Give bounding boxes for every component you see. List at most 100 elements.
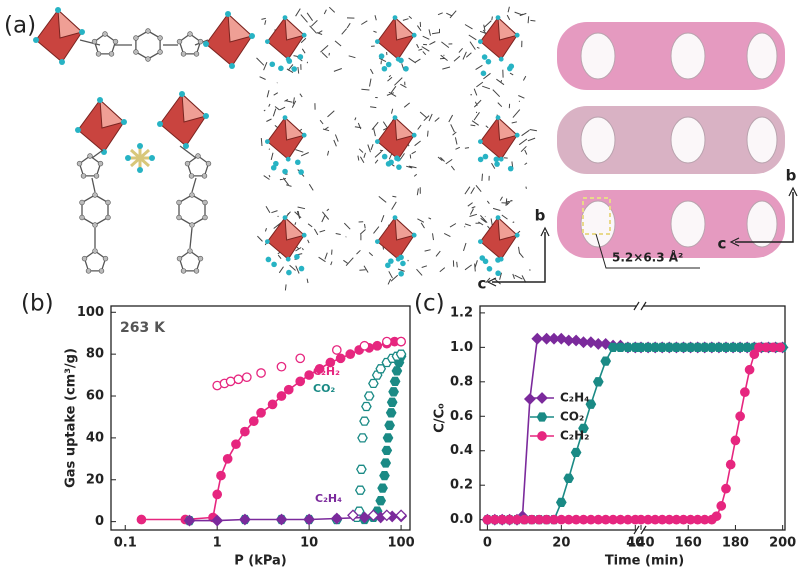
atom bbox=[282, 115, 288, 120]
legend-label: CO₂ bbox=[560, 410, 584, 424]
marker bbox=[267, 399, 278, 410]
legend-label: C₂H₂ bbox=[560, 429, 589, 443]
axis-break-gap bbox=[637, 527, 643, 533]
y-tick-label: 1.0 bbox=[450, 340, 473, 355]
structures bbox=[33, 6, 537, 291]
marker bbox=[735, 411, 745, 422]
atom bbox=[98, 268, 105, 274]
marker bbox=[663, 342, 675, 352]
atom bbox=[121, 119, 127, 125]
marker bbox=[642, 342, 654, 352]
marker bbox=[734, 342, 746, 352]
marker bbox=[531, 332, 544, 345]
bond bbox=[79, 39, 101, 46]
series-label: C₂H₄ bbox=[315, 492, 342, 505]
marker bbox=[384, 420, 395, 430]
marker bbox=[578, 423, 589, 433]
atom bbox=[133, 49, 139, 55]
atom bbox=[396, 164, 402, 170]
x-tick-label: 40 bbox=[626, 536, 644, 551]
marker bbox=[389, 376, 401, 386]
marker bbox=[359, 340, 370, 351]
atom bbox=[145, 56, 151, 62]
atom bbox=[392, 215, 398, 221]
atom bbox=[188, 173, 195, 179]
marker bbox=[671, 342, 682, 352]
atom bbox=[91, 38, 98, 45]
y-tick-label: 0 bbox=[95, 514, 104, 529]
marker bbox=[396, 336, 406, 347]
y-tick-label: 0.8 bbox=[450, 374, 473, 389]
atom bbox=[229, 63, 235, 69]
marker bbox=[211, 514, 224, 527]
atom bbox=[498, 156, 504, 162]
legend-marker bbox=[536, 392, 548, 404]
marker bbox=[216, 470, 226, 481]
atom bbox=[201, 173, 208, 179]
x-tick-label: 1 bbox=[213, 536, 222, 551]
pore-holes bbox=[580, 32, 778, 248]
atom bbox=[375, 39, 380, 44]
atom bbox=[97, 160, 104, 167]
marker bbox=[314, 363, 325, 374]
atom bbox=[514, 232, 520, 238]
atom bbox=[495, 15, 501, 20]
atom bbox=[514, 32, 520, 38]
atom bbox=[249, 33, 255, 39]
marker bbox=[295, 376, 306, 387]
marker bbox=[713, 342, 725, 352]
atom bbox=[385, 262, 391, 269]
octahedron-face bbox=[497, 216, 519, 241]
atom bbox=[93, 173, 100, 179]
marker bbox=[295, 353, 306, 364]
atom bbox=[179, 91, 185, 97]
ring bbox=[78, 155, 102, 177]
panel-label: (c) bbox=[414, 291, 445, 317]
annotation: 263 K bbox=[120, 320, 166, 336]
marker bbox=[563, 473, 575, 483]
atom bbox=[381, 153, 388, 160]
octahedron-face bbox=[181, 92, 208, 123]
ring bbox=[186, 155, 210, 177]
marker bbox=[283, 384, 294, 395]
x-tick-label: 0 bbox=[483, 536, 492, 551]
atom bbox=[193, 51, 200, 57]
atom bbox=[180, 268, 187, 274]
atom bbox=[195, 153, 201, 159]
atom bbox=[378, 53, 385, 59]
octahedron-face bbox=[284, 216, 306, 241]
marker bbox=[382, 433, 394, 443]
marker bbox=[380, 458, 392, 468]
marker bbox=[304, 370, 314, 380]
axis-label-b: b bbox=[786, 167, 797, 185]
marker bbox=[248, 416, 259, 426]
atom bbox=[105, 214, 111, 221]
atom bbox=[202, 199, 208, 206]
atom bbox=[270, 164, 277, 171]
atom bbox=[294, 253, 300, 260]
atom bbox=[176, 255, 183, 262]
atom bbox=[388, 258, 394, 264]
y-tick-label: 0.2 bbox=[450, 478, 473, 493]
series-line bbox=[487, 346, 783, 521]
bond bbox=[91, 177, 96, 193]
atom bbox=[282, 215, 288, 221]
atom bbox=[92, 222, 98, 228]
atom bbox=[202, 214, 208, 221]
marker bbox=[358, 511, 371, 524]
marker bbox=[357, 433, 368, 443]
pore-map: 5.2×6.3 Å² bbox=[557, 22, 785, 269]
atom bbox=[187, 248, 193, 254]
bond bbox=[91, 149, 104, 159]
atom bbox=[137, 167, 143, 173]
atom bbox=[285, 156, 291, 162]
y-tick-label: 80 bbox=[86, 347, 104, 362]
marker bbox=[749, 349, 760, 360]
atom bbox=[180, 51, 187, 57]
atom bbox=[79, 199, 85, 206]
marker bbox=[276, 361, 287, 372]
atom bbox=[286, 58, 293, 64]
atom bbox=[400, 260, 406, 267]
atom bbox=[33, 37, 39, 43]
